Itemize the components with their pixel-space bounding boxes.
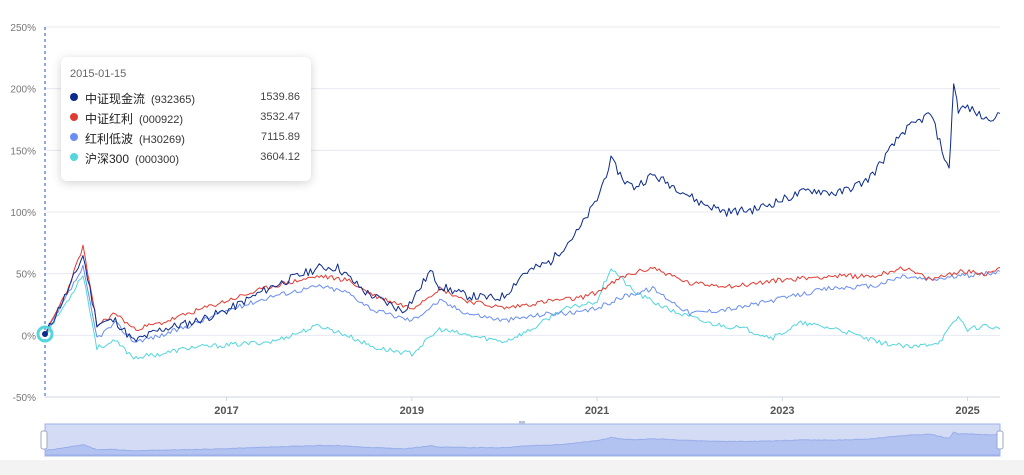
tooltip-date: 2015-01-15 <box>70 68 127 80</box>
y-tick-label: 0% <box>22 331 37 342</box>
tooltip-row: 中证红利 (000922) 3532.47 <box>70 109 306 126</box>
tooltip-series-name: 红利低波 <box>85 132 134 146</box>
tooltip-series-code: (000300) <box>135 154 180 166</box>
hover-point-outer <box>36 325 54 343</box>
tooltip-series-name: 中证现金流 <box>85 92 146 106</box>
y-tick-label: 150% <box>10 146 36 157</box>
y-tick-label: 250% <box>10 23 36 34</box>
x-axis-ticks: 2017 2019 2021 2023 2025 <box>214 397 980 417</box>
tooltip-series-code: (H30269) <box>139 134 185 146</box>
tooltip-series-code: (000922) <box>139 114 184 126</box>
series-lines <box>44 83 1001 360</box>
y-axis-ticks: 250% 200% 150% 100% 50% 0% -50% <box>10 23 36 404</box>
tooltip-series-value: 1539.86 <box>260 91 300 103</box>
series-dot-icon <box>70 133 78 141</box>
tooltip-series-value: 3532.47 <box>260 111 300 123</box>
tooltip-row: 红利低波 (H30269) 7115.89 <box>70 129 306 146</box>
tooltip-series-code: (932365) <box>151 94 196 106</box>
tooltip-series-value: 3604.12 <box>260 151 300 163</box>
tooltip-series-value: 7115.89 <box>261 131 300 143</box>
tooltip: 2015-01-15 中证现金流 (932365) 1539.86 中证红利 (00… <box>61 57 311 181</box>
x-tick-label: 2017 <box>214 405 238 417</box>
y-tick-label: 50% <box>16 270 36 281</box>
series-dot-icon <box>70 153 78 161</box>
datazoom-right-handle[interactable] <box>996 430 1004 450</box>
y-tick-label: 100% <box>10 208 36 219</box>
x-tick-label: 2021 <box>585 405 609 417</box>
series-line <box>44 244 1001 336</box>
datazoom-left-handle[interactable] <box>40 430 48 450</box>
tooltip-row: 沪深300 (000300) 3604.12 <box>70 149 306 166</box>
datazoom-slider[interactable] <box>40 421 1004 457</box>
y-tick-label: 200% <box>10 85 36 96</box>
x-tick-label: 2019 <box>400 405 424 417</box>
series-line <box>44 264 1001 343</box>
series-dot-icon <box>70 93 78 101</box>
datazoom-window <box>44 423 1001 457</box>
datazoom-preview-area <box>44 431 1001 456</box>
y-tick-label: -50% <box>13 393 36 404</box>
series-dot-icon <box>70 113 78 121</box>
series-line <box>44 83 1001 343</box>
tooltip-series-name: 中证红利 <box>85 112 134 126</box>
bottom-strip <box>0 460 1024 475</box>
x-tick-label: 2023 <box>770 405 794 417</box>
x-tick-label: 2025 <box>955 405 979 417</box>
tooltip-row: 中证现金流 (932365) 1539.86 <box>70 89 306 106</box>
hover-point-inner <box>42 331 48 337</box>
series-line <box>44 268 1001 360</box>
tooltip-series-name: 沪深300 <box>85 152 130 166</box>
datazoom-top-grip[interactable] <box>519 421 525 424</box>
